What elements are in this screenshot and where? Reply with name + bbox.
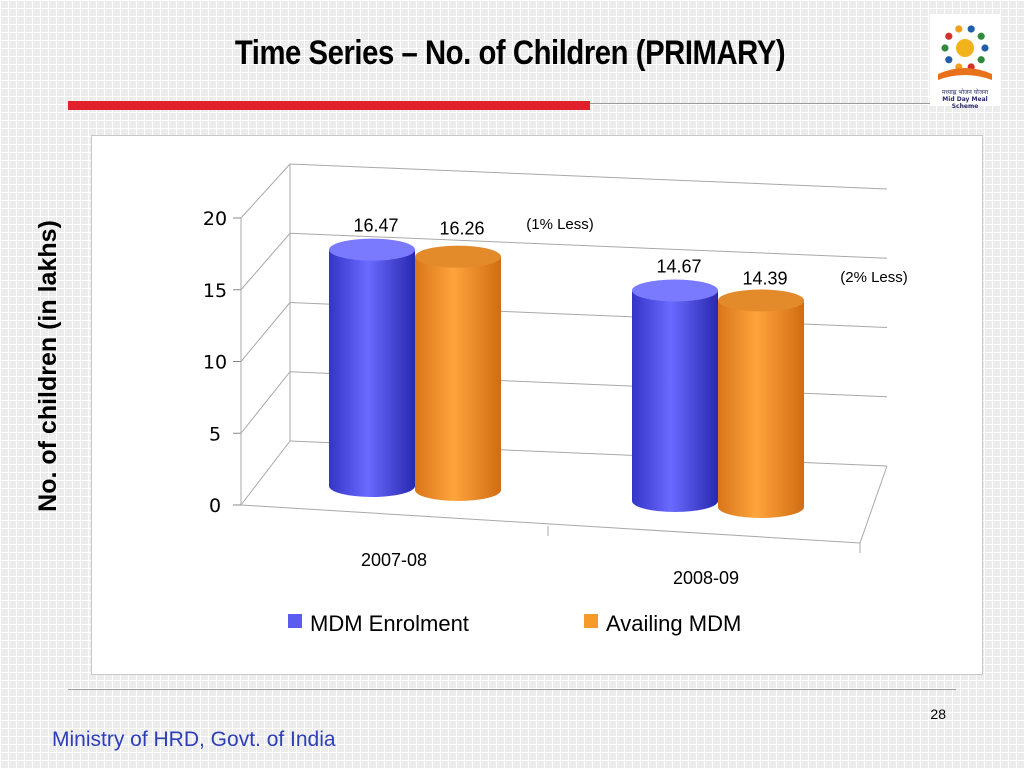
logo-caption-hindi: मध्याह्न भोजन योजना	[941, 89, 989, 96]
bar-top	[632, 279, 718, 302]
y-tick-label: 5	[209, 423, 221, 445]
bar-body	[415, 256, 501, 501]
annotation-2007-08: (1% Less)	[526, 216, 594, 233]
legend-swatch-enrolment	[288, 614, 302, 628]
logo-caption-english: Mid Day Meal Scheme	[942, 96, 988, 110]
bar-availing-2007-08	[415, 245, 501, 501]
annotation-2008-09: (2% Less)	[840, 269, 908, 286]
legend-label-enrolment: MDM Enrolment	[310, 611, 469, 636]
bar-enrolment-2008-09	[632, 279, 718, 512]
logo-figure-icon	[981, 44, 989, 52]
logo-figure-icon	[967, 25, 975, 33]
logo-figure-icon	[945, 32, 953, 40]
mid-day-meal-logo: मध्याह्न भोजन योजना Mid Day Meal Scheme	[930, 14, 1000, 110]
bar-body	[632, 290, 718, 512]
data-label-enrolment-2008-09: 14.67	[656, 256, 701, 276]
legend-swatch-availing	[584, 614, 598, 628]
gridline-side	[240, 163, 291, 219]
gridline-side	[240, 440, 291, 506]
bar-top	[329, 238, 415, 261]
data-label-availing-2007-08: 16.26	[439, 219, 484, 239]
category-label-2007-08: 2007-08	[361, 550, 427, 570]
category-label-2008-09: 2008-09	[673, 568, 739, 588]
data-label-enrolment-2007-08: 16.47	[353, 216, 398, 236]
logo-emblem-icon	[938, 25, 992, 80]
y-tick-label: 15	[203, 280, 227, 302]
floor-front-edge	[240, 504, 861, 544]
legend-label-availing: Availing MDM	[606, 611, 741, 636]
logo-figure-icon	[977, 32, 985, 40]
chart-area: 0 5 10 15 20 16.47 16.26 14.67 14.39 (1% Less) (2%…	[91, 135, 983, 675]
bar-availing-2008-09	[718, 289, 804, 518]
bar-body	[718, 300, 804, 518]
gridline	[289, 232, 888, 259]
footer-text: Ministry of HRD, Govt. of India	[52, 728, 336, 751]
bar-body	[329, 249, 415, 497]
y-tick-label: 10	[203, 352, 227, 374]
bar-top	[718, 289, 804, 312]
data-label-availing-2008-09: 14.39	[742, 269, 787, 289]
y-axis-title: No. of children (in lakhs)	[34, 220, 62, 512]
y-tick-label: 0	[209, 495, 221, 517]
bar-top	[415, 245, 501, 268]
gridline-side	[240, 302, 291, 362]
bar-enrolment-2007-08	[329, 238, 415, 497]
page-number: 28	[930, 706, 946, 722]
logo-figure-icon	[945, 56, 953, 64]
bar-chart: 0 5 10 15 20 16.47 16.26 14.67 14.39 (1% Less) (2%…	[203, 163, 908, 636]
gridline-side	[240, 371, 291, 434]
logo-figure-icon	[977, 56, 985, 64]
y-tick-label: 20	[203, 208, 227, 230]
title-rule-extension	[590, 103, 956, 104]
logo-figure-icon	[955, 25, 963, 33]
slide-title: Time Series – No. of Children (PRIMARY)	[234, 34, 786, 72]
title-rule	[68, 101, 590, 110]
footer-rule	[68, 689, 956, 690]
floor-right-edge	[859, 465, 888, 544]
logo-figure-icon	[941, 44, 949, 52]
gridline-side	[240, 232, 291, 291]
gridline	[289, 163, 888, 190]
